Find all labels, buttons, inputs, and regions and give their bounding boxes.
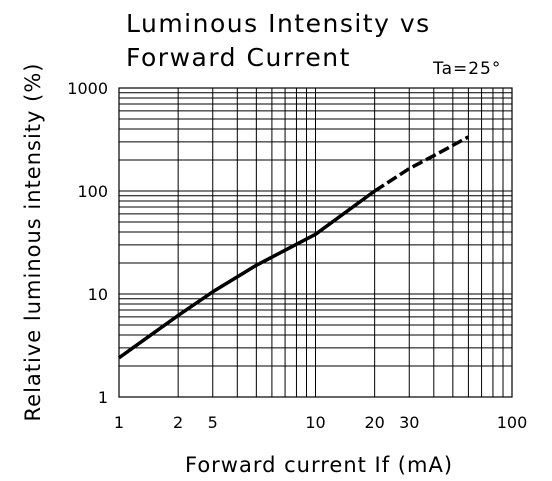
x-axis-label: Forward current If (mA) bbox=[185, 453, 453, 477]
x-tick-label: 2 bbox=[173, 413, 183, 432]
condition-label: Ta=25° bbox=[432, 59, 501, 79]
x-tick-label: 1 bbox=[114, 413, 124, 432]
chart-title: Luminous Intensity vs Forward Current bbox=[126, 9, 431, 72]
grid bbox=[119, 88, 512, 397]
y-axis-label: Relative luminous intensity (%) bbox=[21, 63, 45, 422]
x-tick-labels: 1 2 5 10 20 30 100 bbox=[114, 413, 527, 432]
y-tick-labels: 1 10 100 1000 bbox=[67, 79, 108, 407]
plot-frame bbox=[118, 87, 513, 398]
y-tick-label: 10 bbox=[88, 285, 108, 304]
y-tick-label: 1 bbox=[98, 388, 108, 407]
x-tick-label: 5 bbox=[208, 413, 218, 432]
chart-title-line-1: Luminous Intensity vs bbox=[126, 9, 431, 38]
series-line-dashed bbox=[373, 135, 470, 193]
y-tick-label: 100 bbox=[77, 182, 108, 201]
series-lines bbox=[117, 135, 470, 360]
x-tick-label: 20 bbox=[364, 413, 384, 432]
series-line-solid bbox=[117, 189, 376, 360]
x-tick-label: 10 bbox=[305, 413, 325, 432]
x-tick-label: 30 bbox=[399, 413, 419, 432]
chart-title-line-2: Forward Current bbox=[126, 43, 351, 72]
x-tick-label: 100 bbox=[497, 413, 528, 432]
y-tick-label: 1000 bbox=[67, 79, 108, 98]
